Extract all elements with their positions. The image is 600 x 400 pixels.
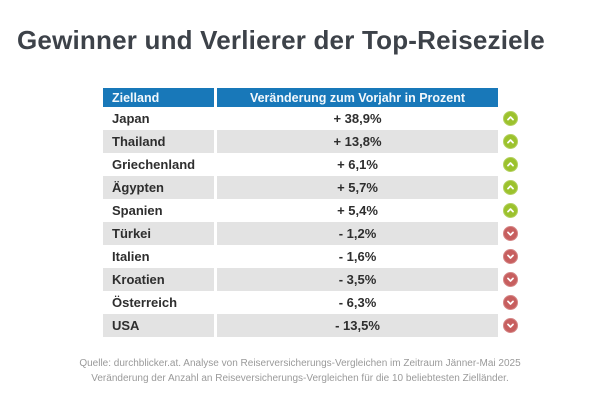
chevron-up-icon: [502, 180, 518, 195]
country-cell: Japan: [112, 111, 150, 126]
country-cell: Kroatien: [103, 268, 214, 291]
trend-icon-cell: [498, 222, 522, 245]
chevron-down-icon: [502, 295, 518, 310]
table-header-row: Zielland Veränderung zum Vorjahr in Proz…: [103, 88, 522, 107]
table-row: Japan + 38,9%: [103, 107, 522, 130]
chevron-down-icon: [502, 249, 518, 264]
country-cell: Österreich: [112, 295, 178, 310]
table-body: Japan + 38,9% Thailand + 13,8% Griechenland +…: [103, 107, 522, 337]
trend-icon-cell: [498, 107, 522, 130]
header-icon-spacer: [498, 88, 522, 107]
country-cell: Spanien: [112, 203, 163, 218]
trend-icon-cell: [498, 130, 522, 153]
country-cell: Thailand: [103, 130, 214, 153]
chevron-down-icon: [502, 272, 518, 287]
change-value-cell: - 1,2%: [217, 222, 498, 245]
table-row: Ägypten + 5,7%: [103, 176, 522, 199]
table-row: Thailand + 13,8%: [103, 130, 522, 153]
column-header-veraenderung: Veränderung zum Vorjahr in Prozent: [217, 88, 498, 107]
trend-icon-cell: [498, 314, 522, 337]
trend-icon-cell: [498, 245, 522, 268]
table-row: Italien - 1,6%: [103, 245, 522, 268]
page-title: Gewinner und Verlierer der Top-Reiseziel…: [17, 25, 545, 55]
change-value-cell: + 5,4%: [337, 203, 378, 218]
change-value-cell: + 13,8%: [217, 130, 498, 153]
country-cell: Türkei: [103, 222, 214, 245]
chevron-up-icon: [502, 134, 518, 149]
trend-icon-cell: [498, 291, 522, 314]
country-cell: Griechenland: [112, 157, 196, 172]
chevron-up-icon: [502, 111, 518, 126]
source-note-line-1: Quelle: durchblicker.at. Analyse von Rei…: [79, 358, 521, 369]
table-row: USA - 13,5%: [103, 314, 522, 337]
country-cell: Ägypten: [103, 176, 214, 199]
country-cell: Italien: [112, 249, 150, 264]
chevron-up-icon: [502, 203, 518, 218]
trend-icon-cell: [498, 176, 522, 199]
trend-icon-cell: [498, 153, 522, 176]
change-value-cell: - 1,6%: [338, 249, 377, 264]
chevron-up-icon: [502, 157, 518, 172]
trend-icon-cell: [498, 199, 522, 222]
change-value-cell: - 3,5%: [217, 268, 498, 291]
travel-destinations-table: Zielland Veränderung zum Vorjahr in Proz…: [103, 88, 522, 337]
column-header-zielland: Zielland: [103, 88, 214, 107]
chevron-down-icon: [502, 226, 518, 241]
table-row: Kroatien - 3,5%: [103, 268, 522, 291]
change-value-cell: + 5,7%: [217, 176, 498, 199]
table-row: Türkei - 1,2%: [103, 222, 522, 245]
table-row: Griechenland + 6,1%: [103, 153, 522, 176]
chevron-down-icon: [502, 318, 518, 333]
source-note: Quelle: durchblicker.at. Analyse von Rei…: [0, 356, 600, 386]
country-cell: USA: [103, 314, 214, 337]
source-note-line-2: Veränderung der Anzahl an Reiseversicher…: [91, 373, 509, 384]
change-value-cell: + 38,9%: [333, 111, 382, 126]
trend-icon-cell: [498, 268, 522, 291]
change-value-cell: - 6,3%: [338, 295, 377, 310]
table-row: Österreich - 6,3%: [103, 291, 522, 314]
change-value-cell: - 13,5%: [217, 314, 498, 337]
table-row: Spanien + 5,4%: [103, 199, 522, 222]
change-value-cell: + 6,1%: [337, 157, 378, 172]
